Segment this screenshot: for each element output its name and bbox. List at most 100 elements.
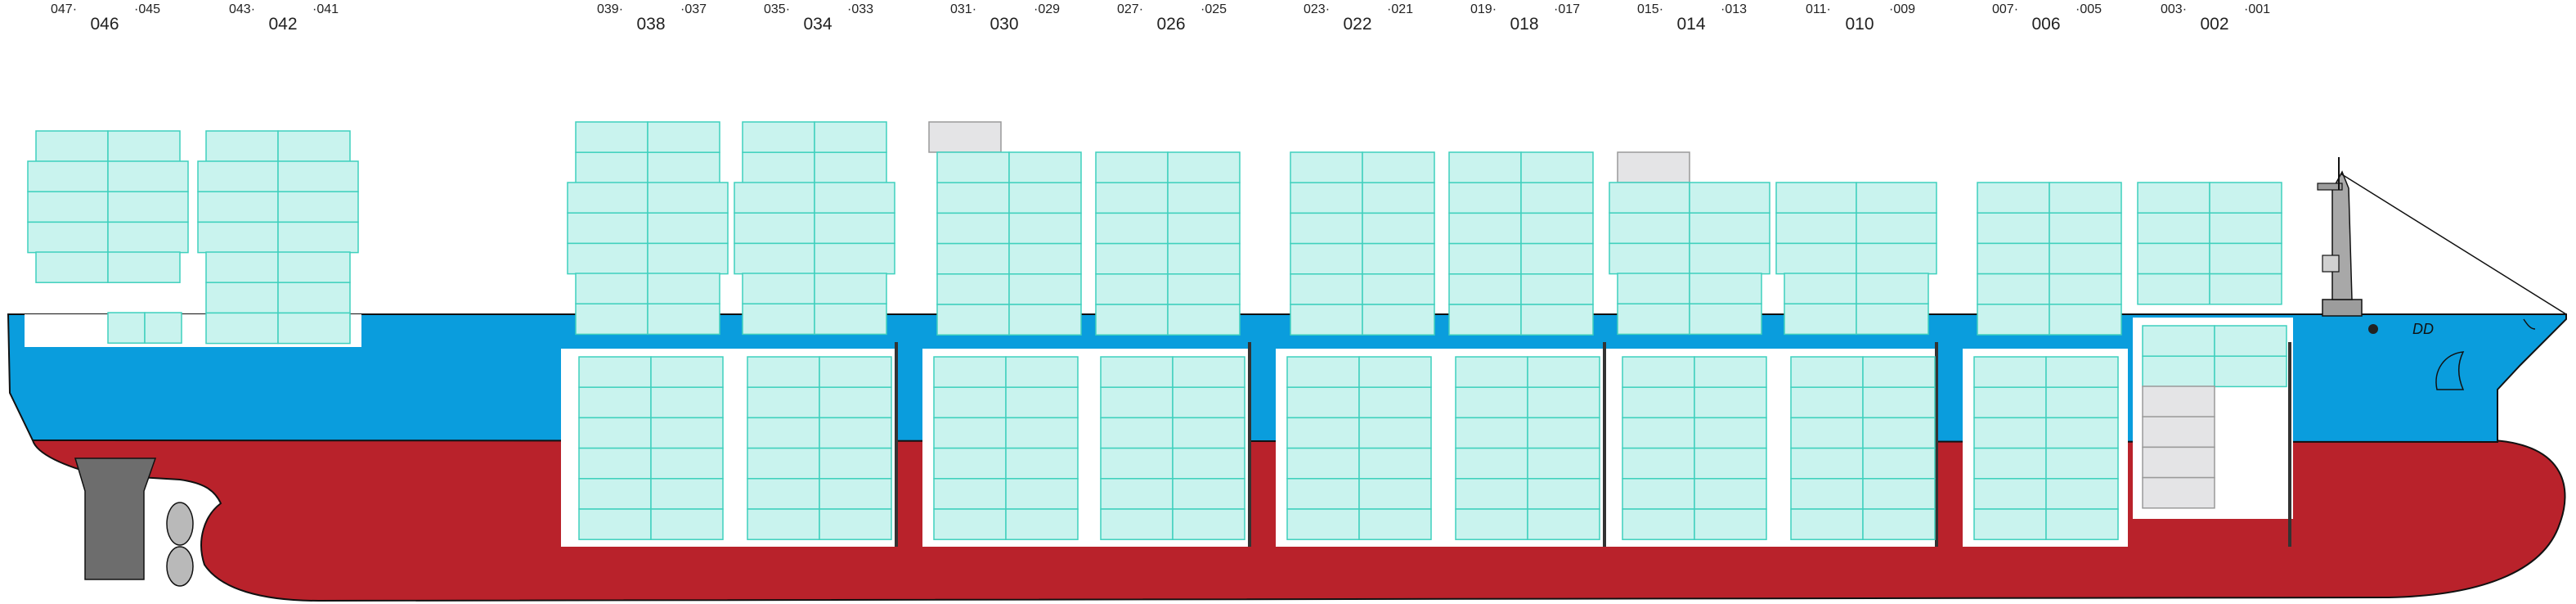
deck-010-low-tier-0-b [1856,273,1929,304]
bay-aft-number-003: 003· [2161,2,2188,16]
deck-002-tier-3-b [2209,273,2282,305]
hold-022-tier-4-b [1358,478,1432,510]
deck-038-wide-tier-1-b [647,212,729,245]
deck-042-wide-tier-1-a [197,191,279,223]
bay-number-026: 026 [1156,15,1186,34]
bay-number-018: 018 [1510,15,1539,34]
hold-002-empty-tier-3 [2142,476,2215,509]
bay-number-022: 022 [1343,15,1372,34]
deck-038-wide-tier-2-b [647,242,729,275]
deck-010-wide-tier-0-a [1775,182,1857,214]
hold-034-tier-5-b [819,508,892,540]
hold-038-tier-1-b [650,386,724,419]
deck-018-tier-4-a [1448,273,1522,305]
bay-fwd-number-021: ·021 [1387,2,1414,16]
deck-030-tier-5-b [1008,304,1082,336]
hold-022-tier-3-a [1286,447,1360,480]
deck-010-low-tier-1-b [1856,303,1929,336]
hold-026-tier-4-a [1100,478,1174,510]
hold-014-tier-0-b [1694,356,1767,388]
hold-010-tier-5-a [1790,508,1864,540]
hold-014-tier-2-b [1694,417,1767,449]
deck-030-tier-0-a [936,151,1010,183]
mast-tower [2331,170,2353,300]
deck-022-tier-5-a [1290,304,1363,336]
deck-018-tier-0-a [1448,151,1522,183]
deck-046-top-tier-0-a [35,130,109,162]
deck-030-tier-4-b [1008,273,1082,305]
bay-fwd-number-045: ·045 [134,2,161,16]
deck-018-tier-3-b [1520,242,1594,275]
deck-022-tier-2-a [1290,212,1363,245]
hold-018-tier-4-a [1455,478,1528,510]
deck-030-tier-5-a [936,304,1010,336]
deck-026-tier-4-a [1095,273,1169,305]
hold-038-tier-2-a [578,417,652,449]
hold-018-tier-1-b [1527,386,1600,419]
forestay-line [2340,173,2567,315]
hold-006-tier-3-a [1973,447,2047,480]
hold-018-tier-2-a [1455,417,1528,449]
hold-014-tier-3-b [1694,447,1767,480]
deck-034-low-tier-0-b [814,273,887,304]
deck-026-tier-5-a [1095,304,1169,336]
hold-022-tier-5-b [1358,508,1432,540]
deck-042-wide-tier-0-a [197,160,279,192]
deck-010-wide-tier-1-b [1856,212,1937,245]
hold-034-tier-1-a [747,386,820,419]
deck-006-tier-2-b [2049,242,2122,275]
hold-030-tier-3-b [1005,447,1079,480]
bay-number-002: 002 [2200,15,2229,34]
deck-002-tier-1-b [2209,212,2282,245]
deck-010-wide-tier-0-b [1856,182,1937,214]
bay-aft-number-031: 031· [950,2,977,16]
bay-fwd-number-025: ·025 [1200,2,1227,16]
hold-038-tier-2-b [650,417,724,449]
bay-fwd-number-009: ·009 [1889,2,1916,16]
deck-042-top-tier-0-b [277,130,351,162]
hold-006-tier-5-a [1973,508,2047,540]
hold-010-tier-0-b [1862,356,1936,388]
deck-006-tier-0-b [2049,182,2122,214]
deck-038-top-tier-0-a [575,121,648,153]
hold-018-tier-3-a [1455,447,1528,480]
deck-034-top-tier-1-b [814,151,887,184]
hull-details: DD [74,318,2536,587]
deck-030-tier-1-a [936,182,1010,214]
deck-042-top-tier-0-a [205,130,279,162]
bay-aft-number-043: 043· [229,2,256,16]
deck-026-tier-5-b [1167,304,1241,336]
hold-034-tier-3-a [747,447,820,480]
deck-006-tier-3-a [1977,273,2050,305]
deck-010-low-tier-1-a [1784,303,1857,336]
hold-034-tier-2-b [819,417,892,449]
hold-038-tier-4-b [650,478,724,510]
propeller-lower [166,546,194,587]
hold-022-tier-0-a [1286,356,1360,388]
deck-030-tier-3-b [1008,242,1082,275]
deck-006-tier-1-a [1977,212,2050,245]
deck-046-wide-tier-1-a [27,191,109,223]
hold-018-tier-0-a [1455,356,1528,388]
hold-034-tier-4-b [819,478,892,510]
hatch-coaming-0 [561,339,1248,349]
deck-038-top-tier-0-b [647,121,720,153]
hold-018-tier-5-b [1527,508,1600,540]
deck-038-wide-tier-2-a [567,242,648,275]
hold-010-tier-3-b [1862,447,1936,480]
bay-fwd-number-037: ·037 [680,2,707,16]
deck-030-tier-2-b [1008,212,1082,245]
deck-002-tier-2-b [2209,242,2282,275]
hold-022-tier-3-b [1358,447,1432,480]
hold-002-tier-1-b [2214,355,2287,388]
hold-034-tier-1-b [819,386,892,419]
deck-002-tier-0-a [2137,182,2210,214]
hold-022-tier-4-a [1286,478,1360,510]
hold-022-tier-1-b [1358,386,1432,419]
deck-030-tier-1-b [1008,182,1082,214]
hold-034-tier-5-a [747,508,820,540]
deck-018-tier-3-a [1448,242,1522,275]
hold-034-tier-4-a [747,478,820,510]
deck-018-tier-1-b [1520,182,1594,214]
hold-026-tier-1-b [1172,386,1245,419]
